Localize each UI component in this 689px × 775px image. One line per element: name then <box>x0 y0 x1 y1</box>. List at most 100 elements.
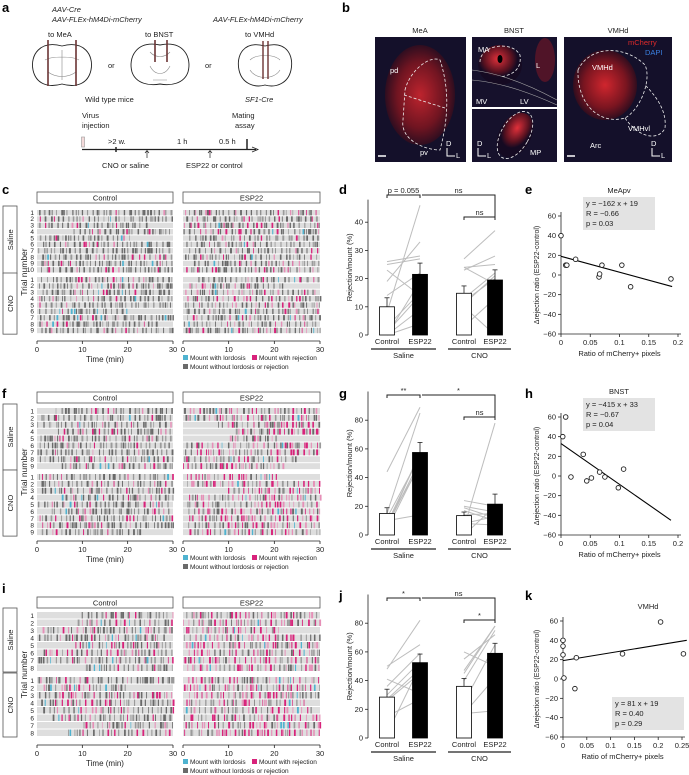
mount-event <box>75 692 77 699</box>
mount-event <box>112 248 114 254</box>
mount-event <box>87 529 89 536</box>
mount-event <box>70 308 73 315</box>
mount-event <box>205 714 207 721</box>
mount-event <box>219 414 222 421</box>
mount-event <box>51 442 54 449</box>
mount-event <box>74 248 76 254</box>
mount-event <box>57 627 59 634</box>
mount-event <box>256 722 258 729</box>
mount-event <box>101 508 103 515</box>
mount-event <box>138 463 141 470</box>
mount-event <box>171 627 173 634</box>
mount-event <box>161 216 164 222</box>
mount-event <box>230 222 233 229</box>
mount-event <box>237 664 240 671</box>
mount-event <box>104 619 106 626</box>
mount-event <box>206 254 208 260</box>
mount-event <box>162 722 164 729</box>
mount-event <box>149 501 151 508</box>
mount-event <box>50 515 53 522</box>
mount-event <box>152 677 154 684</box>
mount-event <box>280 321 283 327</box>
mount-event <box>196 321 198 327</box>
mount-event <box>81 612 83 619</box>
mount-event <box>188 508 190 515</box>
mount-event <box>43 649 46 656</box>
mount-event <box>261 216 264 222</box>
mount-event <box>257 456 259 463</box>
timeline-label: Mating <box>232 111 255 120</box>
x-tick-label: 10 <box>78 545 86 554</box>
mount-event <box>138 277 141 283</box>
mount-event <box>67 308 69 315</box>
mount-event <box>159 254 161 260</box>
mount-event <box>166 241 169 248</box>
mount-event <box>150 315 153 321</box>
mount-event <box>92 449 94 456</box>
mount-event <box>152 487 153 494</box>
x-tick-label: 0 <box>35 749 39 758</box>
mount-event <box>105 612 107 619</box>
mouse-strain-label: SF1-Cre <box>245 95 273 104</box>
mount-event <box>134 414 137 421</box>
mount-event <box>202 327 205 334</box>
mount-event <box>244 449 246 456</box>
mount-event <box>84 714 86 721</box>
mount-event <box>298 210 300 216</box>
mount-event <box>212 714 214 721</box>
mount-event <box>268 428 270 435</box>
mount-event <box>137 634 139 641</box>
mount-event <box>251 216 253 222</box>
mount-event <box>248 267 250 273</box>
mount-event <box>269 210 272 216</box>
mount-event <box>39 321 41 327</box>
mount-event <box>207 729 209 736</box>
mount-event <box>294 315 296 321</box>
mount-event <box>199 289 201 296</box>
mount-event <box>41 487 44 494</box>
mount-event <box>63 289 66 296</box>
mount-event <box>316 508 319 515</box>
stats-text: y = −162 x + 19 <box>586 199 638 208</box>
significance-label: ns <box>476 208 484 217</box>
mount-event <box>89 229 91 235</box>
mount-event <box>164 619 167 626</box>
mount-event <box>168 248 171 254</box>
mount-event <box>253 627 256 634</box>
mount-event <box>221 321 223 327</box>
mount-event <box>203 612 205 619</box>
mount-event <box>97 649 99 656</box>
mount-event <box>288 522 291 529</box>
mount-event <box>171 456 174 463</box>
y-axis-label: Rejection/mount (%) <box>345 429 354 497</box>
mount-event <box>118 267 120 273</box>
mount-event <box>194 692 196 699</box>
mount-event <box>88 241 91 248</box>
mount-event <box>299 699 301 706</box>
trial-row <box>37 222 173 229</box>
syringe-icon <box>81 136 85 148</box>
mount-event <box>157 707 159 714</box>
mount-event <box>77 210 80 216</box>
mount-event <box>91 707 94 714</box>
mount-event <box>255 480 258 487</box>
region-label: MP <box>530 148 541 157</box>
mount-event <box>224 235 226 241</box>
mount-event <box>278 494 281 501</box>
trial-row <box>37 627 173 634</box>
mount-event <box>108 714 111 721</box>
trial-row <box>37 414 173 421</box>
mount-event <box>68 315 70 321</box>
mount-event <box>288 714 290 721</box>
mount-event <box>111 522 114 529</box>
mount-event <box>172 707 175 714</box>
x-tick-label: 10 <box>224 345 232 354</box>
mount-event <box>248 707 250 714</box>
mount-event <box>75 260 77 267</box>
mount-event <box>165 515 168 522</box>
mount-event <box>209 474 211 480</box>
mount-event <box>144 699 146 706</box>
mount-event <box>239 627 242 634</box>
mount-event <box>110 296 112 302</box>
